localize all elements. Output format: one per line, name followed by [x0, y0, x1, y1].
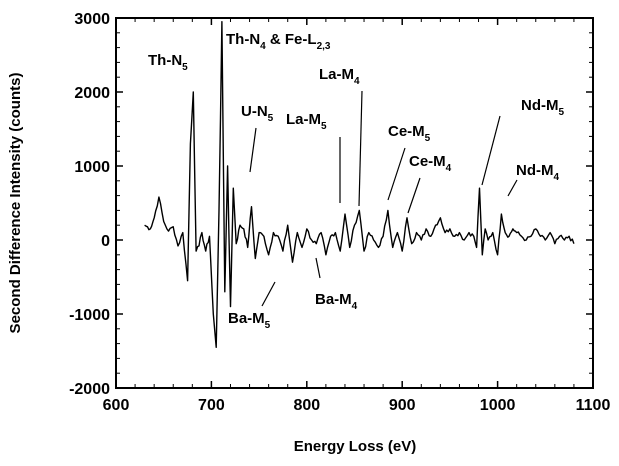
series-line: [144, 21, 575, 348]
leader-line: [358, 90, 363, 207]
y-tick-label: 2000: [74, 85, 110, 102]
tick-layer: [115, 17, 594, 389]
peak-label: La-M4: [319, 66, 360, 87]
leader-line: [407, 177, 421, 214]
peak-label: U-N5: [241, 103, 274, 124]
peak-label: Th-N4 & Fe-L2,3: [226, 31, 331, 52]
peak-label: Th-N5: [148, 52, 188, 73]
plot-frame: [115, 17, 594, 389]
x-tick-label: 1000: [480, 397, 516, 414]
x-tick-label: 800: [293, 397, 320, 414]
y-tick-label: 3000: [74, 11, 110, 28]
x-tick-label: 700: [198, 397, 225, 414]
peak-label: Nd-M5: [521, 97, 565, 118]
y-tick-label: -1000: [69, 307, 110, 324]
leader-line: [387, 147, 406, 201]
y-tick-label: 1000: [74, 159, 110, 176]
leader-line: [261, 281, 276, 307]
peak-label: Ba-M4: [315, 291, 358, 312]
leader-line: [315, 257, 321, 279]
peak-label: Nd-M4: [516, 162, 560, 183]
x-tick-label: 1100: [576, 397, 611, 414]
peak-label: Ce-M4: [409, 153, 452, 174]
leader-line: [249, 127, 257, 173]
annotation-leaders: [249, 90, 518, 307]
x-tick-label: 600: [103, 397, 130, 414]
annotations: Th-N5 Th-N4 & Fe-L2,3 U-N5 La-M4 La-M5 Ce-M5 C…: [148, 31, 565, 331]
peak-label: La-M5: [286, 111, 327, 132]
y-tick-label: -2000: [69, 381, 110, 398]
y-tick-labels: -2000 -1000 0 1000 2000 3000: [69, 11, 110, 398]
peak-label: Ba-M5: [228, 310, 271, 331]
x-axis-title: Energy Loss (eV): [294, 438, 417, 455]
x-tick-label: 900: [389, 397, 416, 414]
peak-label: Ce-M5: [388, 123, 431, 144]
leader-line: [481, 115, 501, 186]
leader-line: [507, 179, 518, 197]
x-tick-labels: 600 700 800 900 1000 1100: [103, 397, 611, 414]
y-axis-title: Second Difference Intensity (counts): [7, 73, 24, 334]
y-tick-label: 0: [101, 233, 110, 250]
